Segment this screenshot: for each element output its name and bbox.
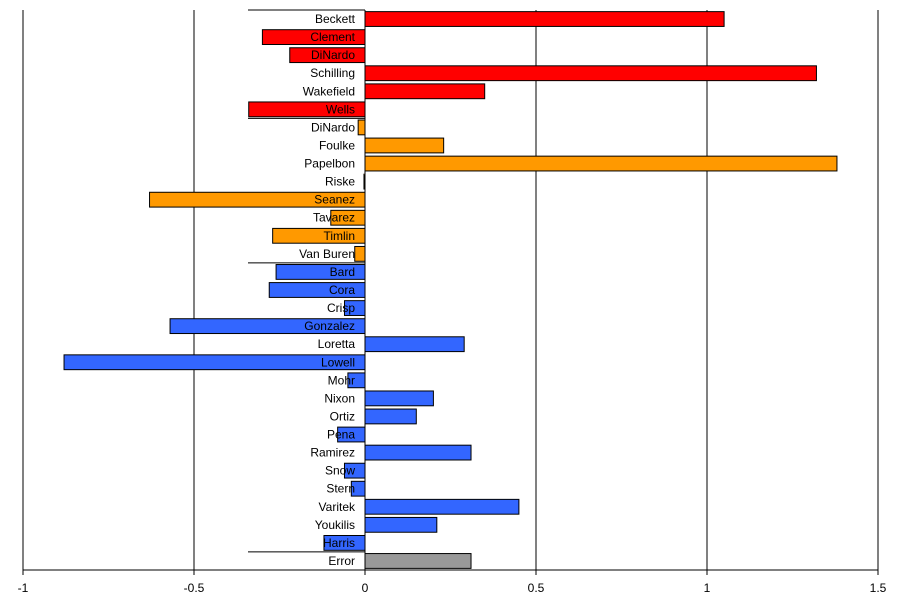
category-label: Clement (310, 30, 355, 44)
bar (343, 462, 366, 479)
category-label: Foulke (319, 138, 355, 152)
category-label: Ramirez (310, 446, 355, 460)
bar (275, 264, 366, 280)
category-label: Timlin (323, 229, 355, 243)
bar (337, 426, 366, 443)
category-label: Stern (326, 482, 355, 496)
x-tick-label: -0.5 (184, 581, 205, 595)
category-label: Papelbon (304, 157, 355, 171)
bar (364, 498, 520, 515)
category-label: Schilling (310, 66, 355, 80)
bar (364, 444, 472, 461)
bar (169, 318, 366, 335)
category-label: Cora (329, 283, 355, 297)
bar (364, 155, 838, 172)
category-label: Wells (326, 102, 355, 116)
bar (289, 47, 366, 64)
bar (354, 245, 366, 262)
category-label: Snow (325, 464, 355, 478)
bar (330, 209, 366, 226)
bar (364, 390, 434, 407)
category-label: Wakefield (303, 84, 355, 98)
bar (268, 282, 366, 298)
bar (63, 354, 366, 371)
category-label: Pena (327, 428, 355, 442)
x-tick-label: 1 (704, 581, 711, 595)
bar (350, 480, 366, 497)
bar (261, 29, 366, 46)
bar (323, 534, 366, 551)
x-axis: -1 -0.5 0 0.5 1 1.5 (18, 569, 887, 595)
category-label: Mohr (328, 373, 355, 387)
bars (63, 11, 838, 569)
bar (363, 173, 366, 190)
category-label: Harris (323, 536, 355, 550)
category-label: Van Buren (299, 247, 355, 261)
category-label: Lowell (321, 355, 355, 369)
bar (364, 336, 465, 353)
category-label: Nixon (324, 391, 355, 405)
bar (364, 408, 417, 425)
category-label: Loretta (318, 337, 356, 351)
bar (364, 137, 445, 154)
category-label: Gonzalez (304, 319, 355, 333)
bar (364, 65, 817, 82)
x-tick-label: 0.5 (528, 581, 545, 595)
bar (347, 372, 366, 389)
category-label: DiNardo (311, 48, 355, 62)
category-label: Ortiz (330, 409, 355, 423)
category-label: Bard (330, 265, 355, 279)
bar (272, 227, 366, 244)
bar (364, 516, 438, 533)
category-label: Error (328, 554, 355, 568)
bar (364, 83, 486, 100)
category-label: Riske (325, 175, 355, 189)
category-label: Crisp (327, 301, 355, 315)
category-label: Varitek (319, 500, 356, 514)
bar (149, 191, 366, 208)
x-tick-label: 1.5 (870, 581, 887, 595)
bar (248, 101, 366, 118)
category-label: Beckett (315, 12, 356, 26)
x-tick-label: 0 (362, 581, 369, 595)
category-label: Youkilis (315, 518, 355, 532)
bar (343, 300, 366, 316)
category-label: Tavarez (313, 211, 355, 225)
bar (357, 119, 366, 136)
category-labels: Beckett Clement DiNardo Schilling Wakefield W… (299, 12, 356, 568)
bar (364, 11, 725, 27)
bar (364, 553, 472, 569)
category-label: Seanez (314, 193, 355, 207)
x-tick-label: -1 (18, 581, 29, 595)
category-label: DiNardo (311, 120, 355, 134)
group-separators (248, 9, 365, 553)
